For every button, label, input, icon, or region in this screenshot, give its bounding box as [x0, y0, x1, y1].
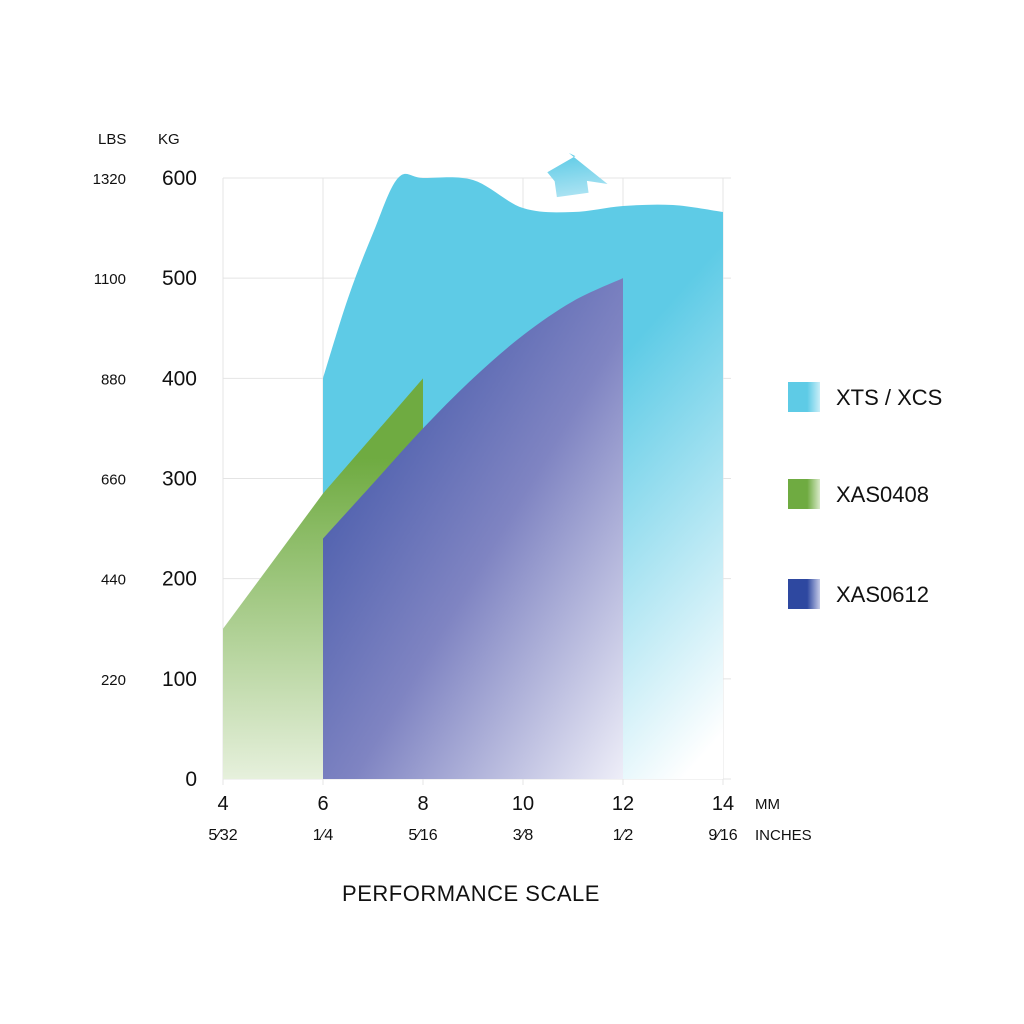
y-tick-kg: 100 — [162, 668, 197, 691]
x-tick-inches: 1⁄4 — [313, 827, 334, 844]
chart-areas — [223, 173, 723, 779]
y-unit-kg: KG — [158, 131, 180, 148]
y-tick-kg: 600 — [162, 167, 197, 190]
legend-label-xas0612: XAS0612 — [836, 582, 929, 607]
chart-title: PERFORMANCE SCALE — [342, 881, 600, 906]
y-tick-lbs: 660 — [101, 472, 126, 489]
y-tick-lbs: 880 — [101, 371, 126, 388]
y-tick-lbs: 1320 — [93, 171, 126, 188]
x-tick-mm: 14 — [712, 793, 734, 815]
legend-swatch-xas0612 — [788, 579, 820, 609]
x-tick-mm: 12 — [612, 793, 634, 815]
y-tick-kg: 400 — [162, 367, 197, 390]
x-unit-mm: MM — [755, 796, 780, 813]
legend-swatch-xts-xcs — [788, 382, 820, 412]
legend-label-xts-xcs: XTS / XCS — [836, 385, 942, 410]
x-tick-inches: 3⁄8 — [513, 827, 534, 844]
y-tick-kg: 200 — [162, 568, 197, 591]
exceeds-scale-arrow-icon — [547, 153, 608, 198]
area-xas0612 — [323, 278, 623, 779]
chart-legend: XTS / XCS XAS0408 XAS0612 — [788, 382, 942, 609]
x-unit-inches: INCHES — [755, 827, 812, 844]
y-tick-kg: 500 — [162, 267, 197, 290]
legend-swatch-xas0408 — [788, 479, 820, 509]
x-tick-inches: 5⁄16 — [408, 827, 437, 844]
y-tick-lbs: 220 — [101, 672, 126, 689]
x-tick-mm: 6 — [317, 793, 328, 815]
x-tick-inches: 5⁄32 — [208, 827, 237, 844]
axis-labels: 0 100 220 200 440 300 660 400 880 500 1100 600 1320 4… — [93, 167, 738, 844]
y-tick-kg: 300 — [162, 468, 197, 491]
y-tick-kg: 0 — [185, 768, 197, 791]
legend-label-xas0408: XAS0408 — [836, 482, 929, 507]
x-tick-inches: 9⁄16 — [708, 827, 737, 844]
y-tick-lbs: 440 — [101, 572, 126, 589]
x-tick-mm: 10 — [512, 793, 534, 815]
x-tick-mm: 4 — [217, 793, 228, 815]
x-tick-inches: 1⁄2 — [613, 827, 634, 844]
y-unit-lbs: LBS — [98, 131, 126, 148]
y-tick-lbs: 1100 — [94, 271, 126, 288]
x-tick-mm: 8 — [417, 793, 428, 815]
